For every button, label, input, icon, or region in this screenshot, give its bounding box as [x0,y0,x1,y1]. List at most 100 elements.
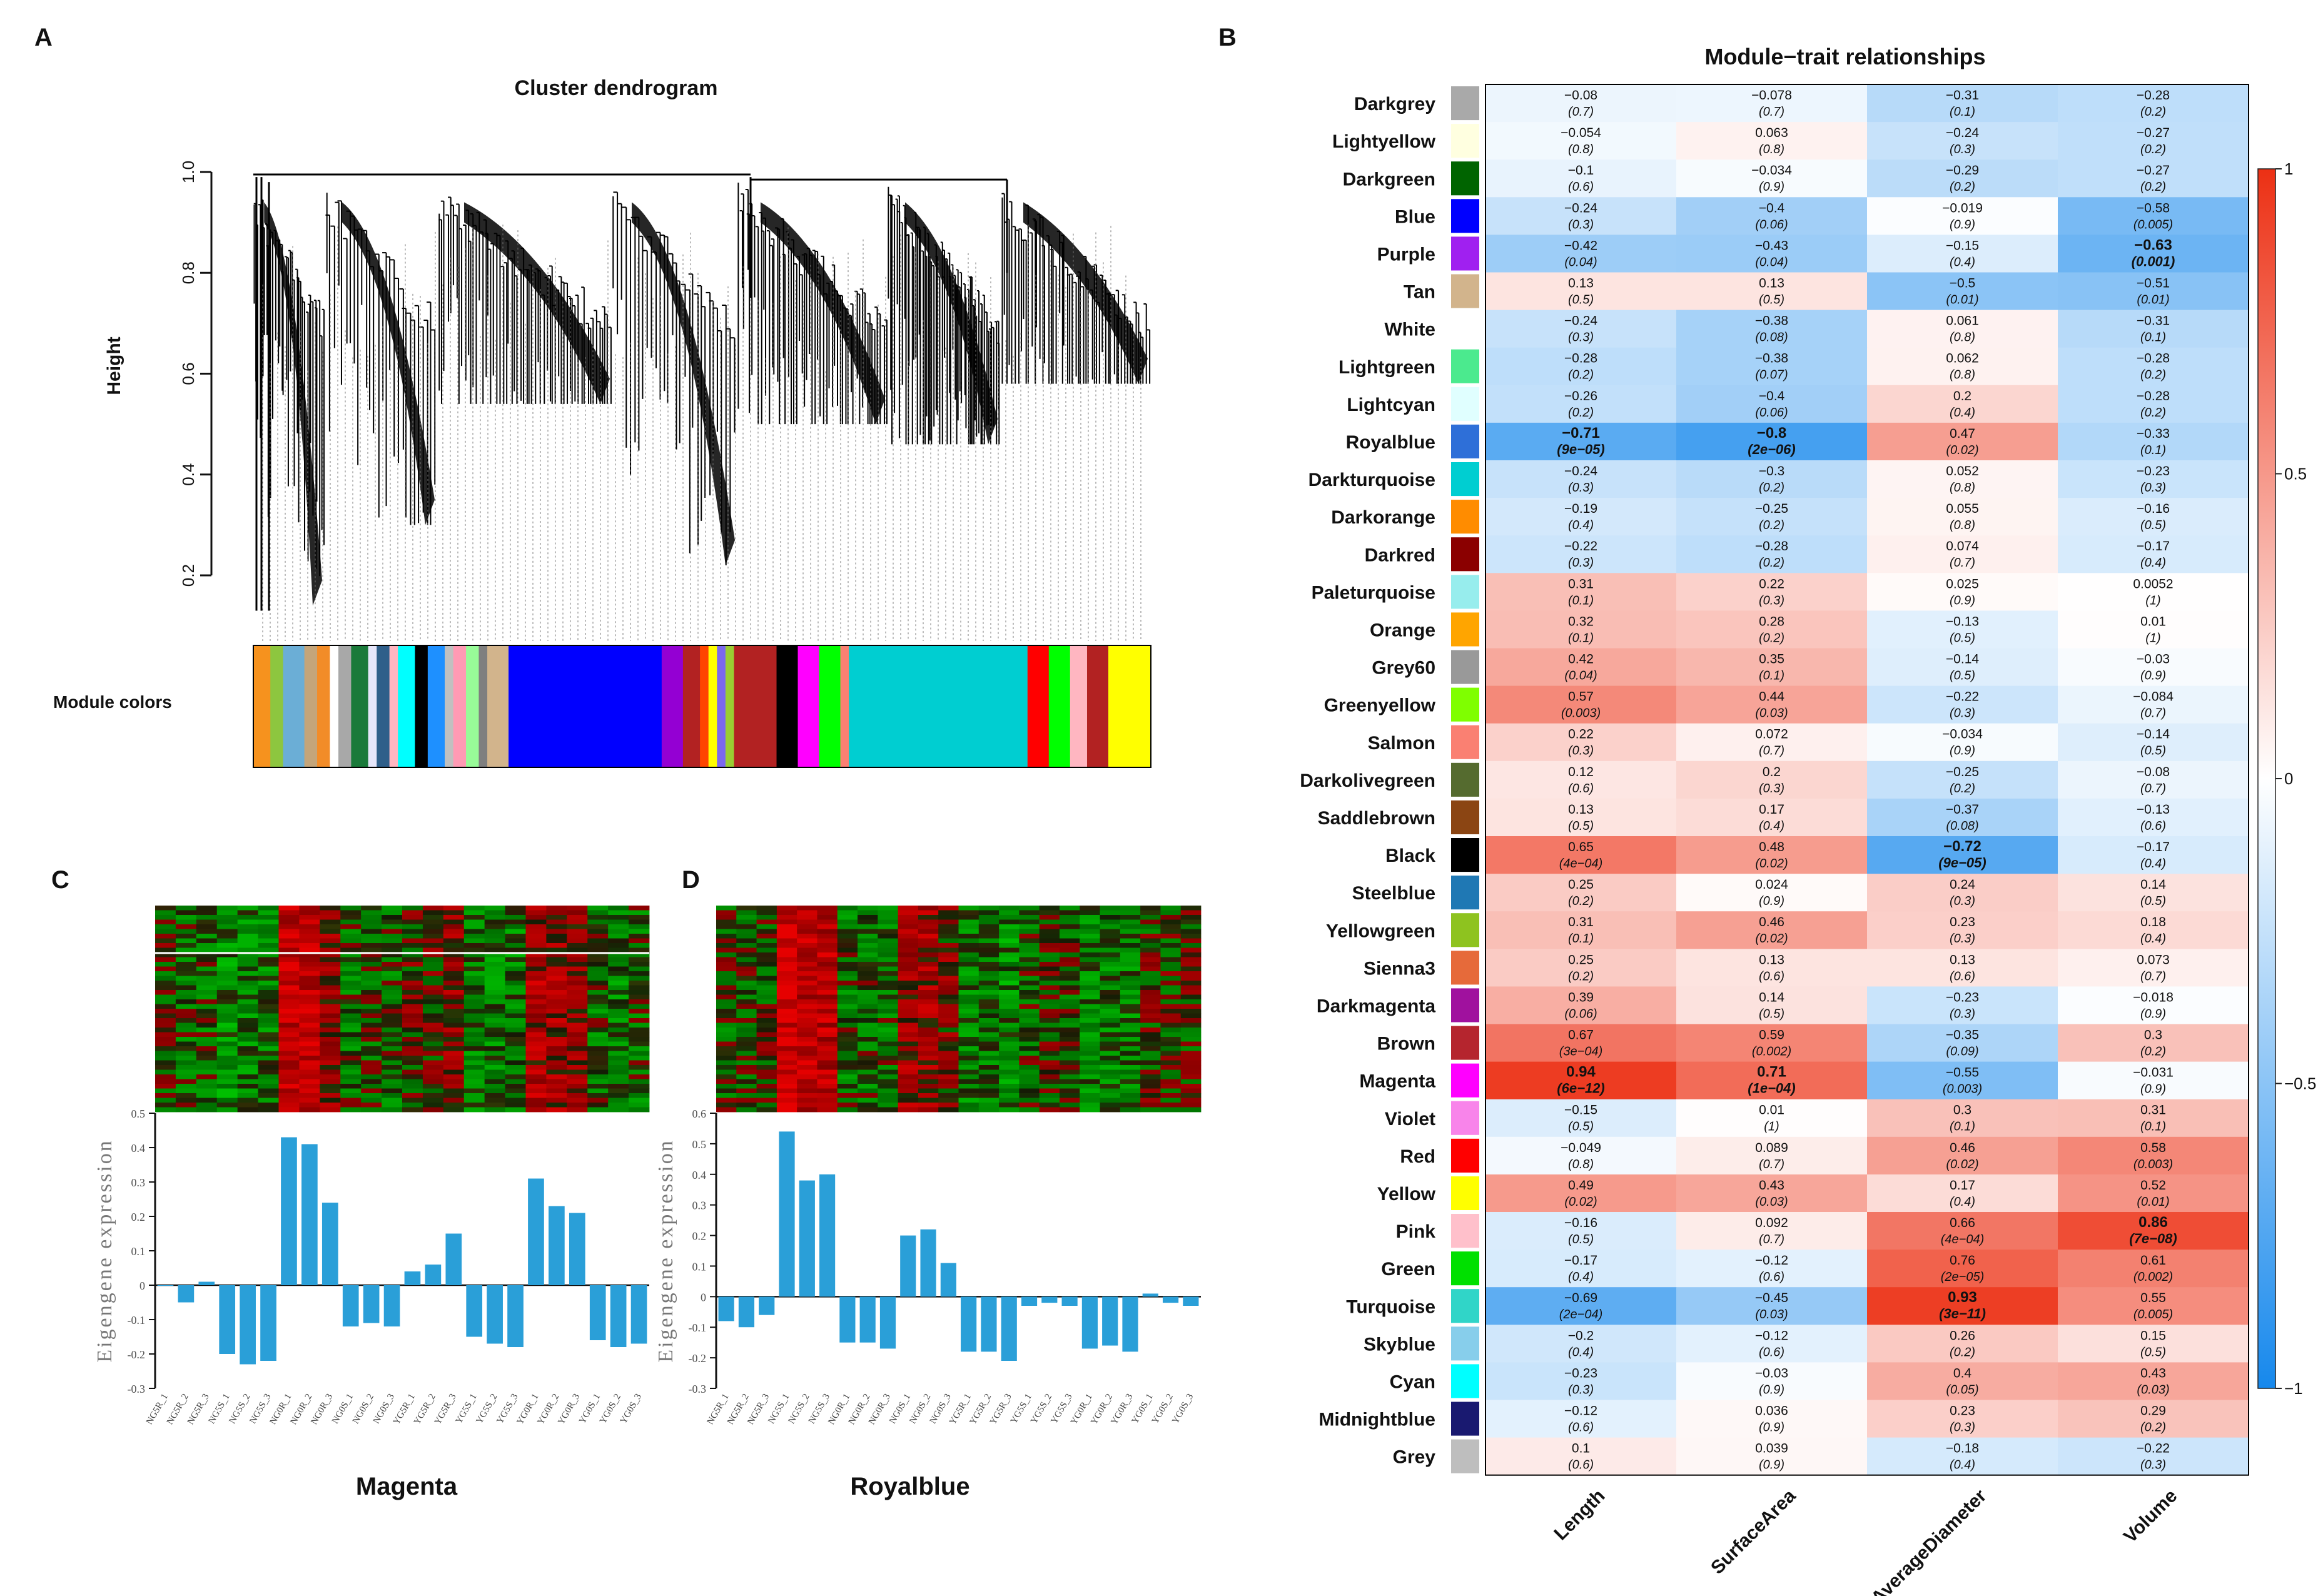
p-value: (0.8) [1568,1158,1594,1171]
correlation-value: 0.18 [2140,915,2166,929]
module-label: Green [1381,1259,1435,1280]
correlation-value: 0.2 [1953,389,1971,403]
eigengene-bar [1162,1296,1179,1303]
eigengene-panel-magenta: 0.5 0.4 0.3 0.2 0.1 0 -0.1 -0.2 -0.3 Eigengene ex… [93,906,650,1427]
module-color-swatch [1451,199,1479,233]
p-value: (0.003) [1561,707,1601,720]
heatmap-cell [1867,1024,2058,1063]
heatmap-cell [2058,723,2249,762]
p-value: (0.5) [2140,1345,2166,1359]
correlation-value: −0.2 [1568,1328,1594,1343]
module-label: Darkorange [1331,507,1435,528]
eigengene-bar [157,1285,174,1286]
correlation-value: −0.28 [2137,389,2170,403]
p-value: (0.2) [2140,143,2166,156]
eigengene-bar [1122,1296,1138,1352]
p-value: (0.01) [1946,293,1978,307]
p-value: (0.2) [2140,180,2166,194]
correlation-value: −0.38 [1755,351,1788,366]
y-tick-label: 0.2 [179,564,198,587]
eigengene-axis-label: Eigengene expression [654,1139,677,1362]
p-value: (0.3) [1568,331,1594,345]
y-tick-label: 0.1 [131,1245,146,1258]
p-value: (0.6) [2140,819,2166,833]
heatmap-row: Darkgrey −0.08 (0.7) −0.078 (0.7) −0.31 (0.1) −… [1354,84,2249,123]
correlation-value: −0.14 [1946,652,1979,667]
module-color-segment [253,645,271,767]
module-color-swatch [1451,687,1479,722]
eigengene-bar [569,1213,585,1285]
heatmap-cell [1867,874,2058,912]
heatmap-cell [1676,648,1868,687]
p-value: (0.4) [1568,1270,1594,1284]
heatmap-cell [1485,723,1677,762]
y-tick-label: -0.3 [689,1383,707,1395]
p-value: (0.3) [1759,593,1784,607]
module-color-segment [415,645,428,767]
heatmap-cell [1485,1099,1677,1138]
module-color-swatch [1451,1326,1479,1361]
module-label: Steelblue [1352,883,1435,904]
correlation-value: 0.32 [1568,614,1594,629]
correlation-value: −0.3 [1759,464,1784,478]
heatmap-row: Midnightblue −0.12 (0.6) 0.036 (0.9) 0.23 (0.3… [1318,1400,2249,1438]
module-label: Darkgreen [1343,169,1435,189]
correlation-value: 0.073 [2137,952,2170,967]
p-value: (0.03) [1755,1195,1788,1209]
correlation-value: −0.63 [2134,236,2172,253]
correlation-value: −0.55 [1946,1066,1979,1080]
trait-column-label: Length [1550,1485,1609,1544]
heatmap-cell [2058,347,2249,386]
p-value: (0.2) [2140,368,2166,382]
correlation-value: 0.17 [1950,1178,1975,1193]
module-label: Salmon [1368,733,1435,754]
p-value: (0.02) [1755,932,1788,946]
correlation-value: 0.42 [1568,652,1594,667]
heatmap-row: Saddlebrown 0.13 (0.5) 0.17 (0.4) −0.37 (0.08)… [1318,798,2249,837]
heatmap-row: Tan 0.13 (0.5) 0.13 (0.5) −0.5 (0.01) −0.51 (0.0… [1404,272,2249,311]
p-value: (0.2) [1759,631,1784,645]
correlation-value: −0.13 [2137,802,2170,817]
p-value: (1) [1764,1120,1779,1134]
heatmap-cell [1676,535,1868,573]
eigengene-bar [759,1296,775,1315]
p-value: (0.03) [2137,1383,2169,1396]
eigengene-bar [779,1131,795,1297]
correlation-value: 0.14 [1759,990,1784,1004]
heatmap-cell [1485,1024,1677,1063]
heatmap-row: Yellowgreen 0.31 (0.1) 0.46 (0.02) 0.23 (0.3) 0… [1326,911,2249,949]
correlation-value: −0.22 [2137,1442,2170,1456]
heatmap-cell [1485,235,1677,273]
heatmap-cell [1676,1325,1868,1363]
correlation-value: −0.72 [1943,838,1981,855]
p-value: (0.3) [1950,707,1975,720]
module-label: Midnightblue [1318,1410,1435,1430]
module-color-swatch [1451,1026,1479,1060]
y-tick-label: 0 [701,1291,706,1303]
p-value: (0.06) [1755,406,1788,420]
heatmap-cell [1867,385,2058,423]
module-color-swatch [1451,575,1479,609]
heatmap-cell [2058,84,2249,123]
eigengene-bar [363,1285,380,1323]
correlation-value: −0.45 [1755,1291,1788,1305]
module-color-swatch [1451,537,1479,572]
heatmap-cell [1867,1287,2058,1325]
heatmap-cell [1485,610,1677,649]
panel-letter-b: B [1218,24,1237,51]
module-label: Lightyellow [1332,131,1436,152]
heatmap-cell [2058,460,2249,498]
p-value: (0.03) [1755,1308,1788,1321]
p-value: (0.3) [2140,481,2166,495]
p-value: (0.05) [1946,1383,1978,1396]
eigengene-bar [718,1296,734,1321]
y-tick-label: -0.1 [689,1321,707,1334]
correlation-value: 0.43 [2140,1366,2166,1380]
heatmap-cell [1676,460,1868,498]
p-value: (6e−12) [1557,1081,1604,1096]
p-value: (0.7) [1950,556,1975,570]
module-color-swatch [1451,462,1479,497]
heatmap-cell [1676,197,1868,235]
correlation-value: −0.22 [1564,539,1597,553]
heatmap-cell [1867,836,2058,874]
